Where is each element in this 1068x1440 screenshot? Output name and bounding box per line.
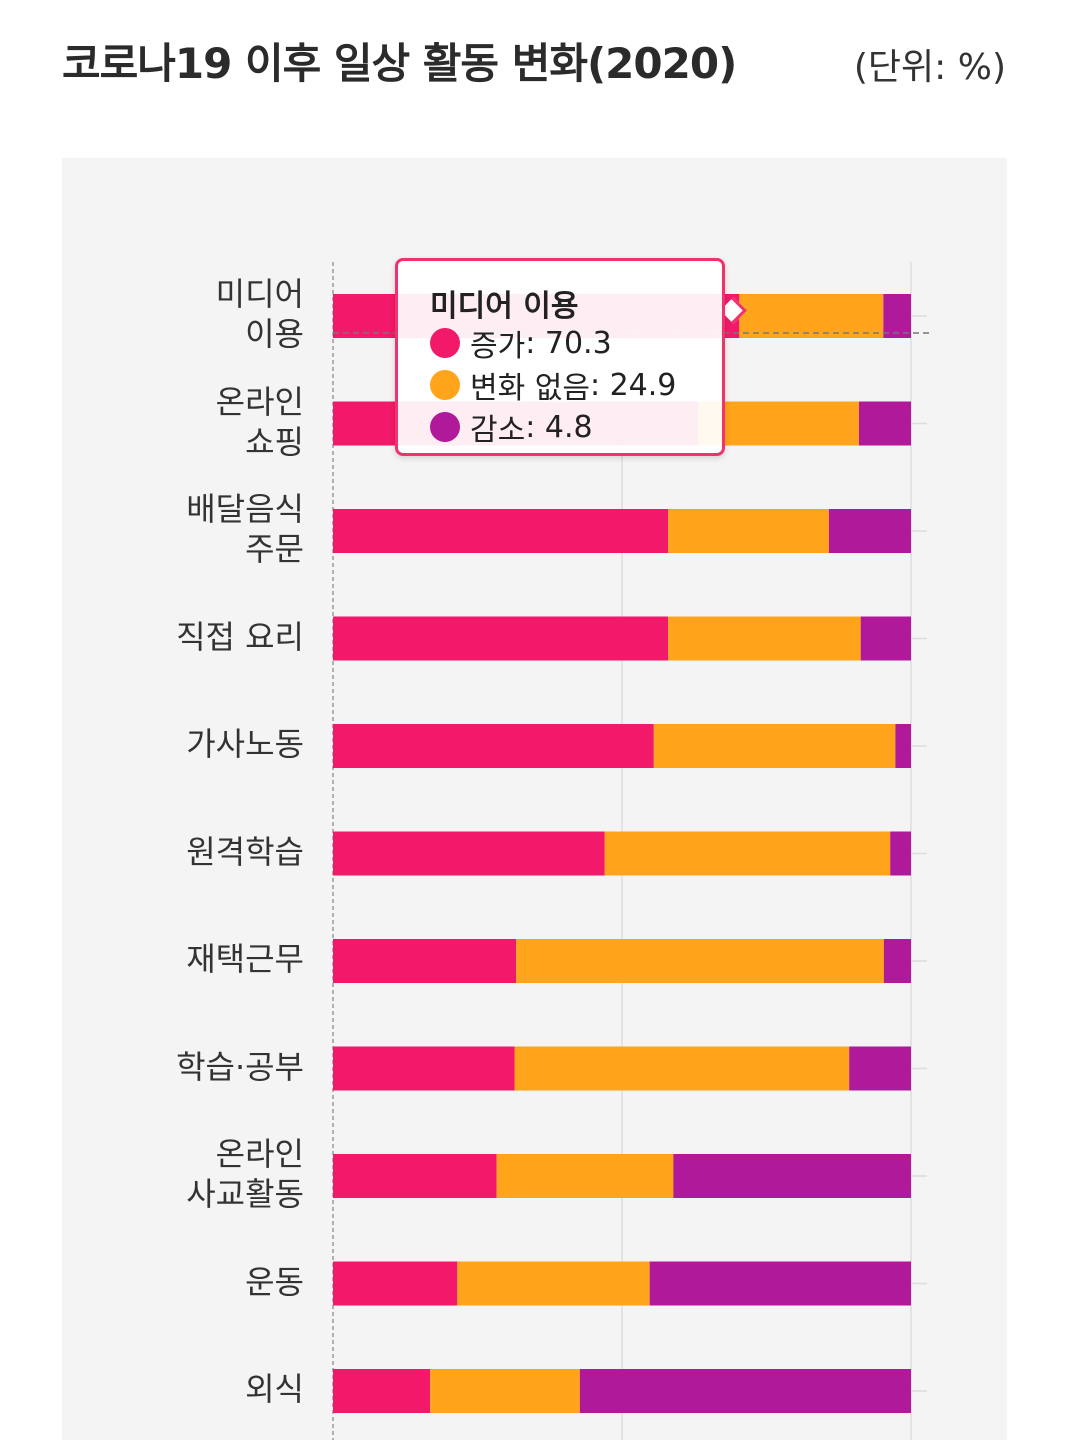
bar-segment-no-change[interactable] <box>698 401 859 446</box>
category-label-line: 학습·공부 <box>176 1047 304 1086</box>
category-label: 배달음식 주문 <box>44 489 304 569</box>
category-label-line: 미디어 <box>215 275 304 313</box>
tooltip-row-decrease: 감소: 4.8 <box>430 407 593 448</box>
bar-segment-decrease[interactable] <box>849 1046 911 1091</box>
category-label: 가사노동 <box>44 724 304 764</box>
category-label: 원격학습 <box>44 832 304 872</box>
tooltip-row-increase: 증가: 70.3 <box>430 323 612 364</box>
tooltip-label-no-change: 변화 없음 <box>470 371 590 406</box>
category-label-line: 온라인 <box>215 1135 304 1173</box>
tooltip: 미디어 이용 증가: 70.3 변화 없음: 24.9 감소: 4.8 <box>395 258 725 456</box>
bar-segment-decrease[interactable] <box>579 1369 911 1413</box>
category-label: 재택근무 <box>44 939 304 979</box>
bar-segment-no-change[interactable] <box>604 831 891 876</box>
category-label: 온라인 사교활동 <box>44 1134 304 1214</box>
category-label: 온라인 쇼핑 <box>44 382 304 462</box>
bar-segment-decrease[interactable] <box>883 294 911 338</box>
tooltip-row-no-change: 변화 없음: 24.9 <box>430 365 677 406</box>
category-label-line: 주문 <box>245 530 304 568</box>
tooltip-value-decrease: 4.8 <box>544 409 593 445</box>
category-label-line: 가사노동 <box>186 725 304 763</box>
category-label: 직접 요리 <box>44 617 304 657</box>
decrease-legend-dot <box>430 412 460 442</box>
bar-segment-increase[interactable] <box>333 939 517 983</box>
bar-segment-decrease[interactable] <box>673 1154 911 1198</box>
category-label: 운동 <box>44 1262 304 1302</box>
category-label-line: 재택근무 <box>186 940 304 978</box>
bar-segment-decrease[interactable] <box>860 616 911 661</box>
category-label: 학습·공부 <box>44 1047 304 1087</box>
category-label-line: 이용 <box>245 315 304 353</box>
no-change-legend-dot <box>430 370 460 400</box>
unit-label: (단위: %) <box>853 47 1006 88</box>
bar-segment-no-change[interactable] <box>430 1369 580 1413</box>
bar-segment-decrease[interactable] <box>883 939 911 983</box>
bar-segment-decrease[interactable] <box>895 724 911 768</box>
bar-segment-increase[interactable] <box>333 1154 497 1198</box>
bar-segment-no-change[interactable] <box>457 1261 650 1306</box>
bar-segment-increase[interactable] <box>333 616 669 661</box>
bar-segment-decrease[interactable] <box>859 401 911 446</box>
category-label-line: 직접 요리 <box>176 617 304 656</box>
tooltip-label-decrease: 감소 <box>470 413 526 448</box>
bar-segment-no-change[interactable] <box>514 1046 850 1091</box>
bar-segment-increase[interactable] <box>333 831 605 876</box>
tooltip-value-no-change: 24.9 <box>609 367 677 403</box>
category-label-line: 사교활동 <box>186 1175 304 1213</box>
tooltip-title: 미디어 이용 <box>430 289 579 324</box>
bar-segment-no-change[interactable] <box>739 294 884 338</box>
bar-segment-decrease[interactable] <box>649 1261 911 1306</box>
bar-segment-increase[interactable] <box>333 1261 458 1306</box>
category-label: 외식 <box>44 1369 304 1409</box>
category-label-line: 쇼핑 <box>245 422 304 461</box>
category-label-line: 외식 <box>245 1370 304 1408</box>
bar-segment-increase[interactable] <box>333 1369 431 1413</box>
category-label-line: 운동 <box>245 1262 304 1301</box>
tooltip-label-increase: 증가 <box>470 329 526 364</box>
bar-segment-increase[interactable] <box>333 509 669 553</box>
bar-segment-no-change[interactable] <box>653 724 896 768</box>
increase-legend-dot <box>430 328 460 358</box>
bar-segment-decrease[interactable] <box>890 831 911 876</box>
category-label: 미디어 이용 <box>44 274 304 354</box>
bar-segment-increase[interactable] <box>333 724 654 768</box>
bar-segment-no-change[interactable] <box>668 616 861 661</box>
bar-segment-no-change[interactable] <box>496 1154 674 1198</box>
category-label-line: 온라인 <box>215 382 304 421</box>
category-label-line: 배달음식 <box>186 490 304 528</box>
bar-segment-no-change[interactable] <box>668 509 829 553</box>
tooltip-value-increase: 70.3 <box>544 325 612 361</box>
bar-segment-increase[interactable] <box>333 1046 515 1091</box>
chart-title: 코로나19 이후 일상 활동 변화(2020) <box>62 39 737 88</box>
bar-segment-no-change[interactable] <box>516 939 884 983</box>
category-label-line: 원격학습 <box>186 832 304 871</box>
bar-segment-decrease[interactable] <box>828 509 911 553</box>
